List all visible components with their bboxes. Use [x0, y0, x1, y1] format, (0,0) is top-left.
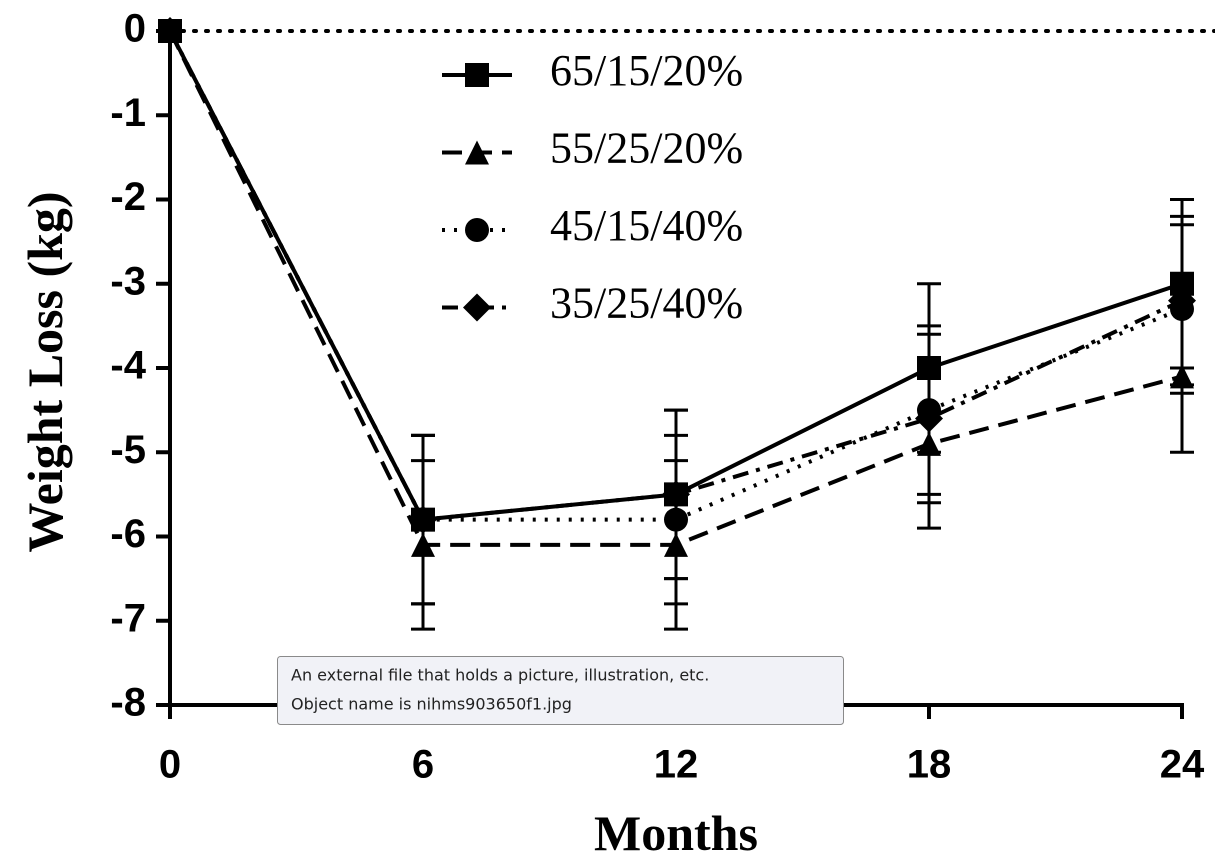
y-tick-label: -7	[110, 596, 146, 640]
marker	[465, 63, 489, 87]
y-tick-label: -6	[110, 512, 146, 556]
marker	[463, 293, 491, 322]
y-tick-label: -8	[110, 681, 146, 725]
tooltip-text: An external file that holds a picture, i…	[291, 666, 709, 685]
y-tick-label: -4	[110, 344, 146, 388]
y-tick-label: -5	[110, 428, 146, 472]
legend-label: 65/15/20%	[550, 46, 743, 95]
x-axis-label: Months	[594, 805, 758, 859]
legend-label: 45/15/40%	[550, 201, 743, 250]
y-axis-label: Weight Loss (kg)	[17, 191, 73, 552]
tooltip-text: Object name is nihms903650f1.jpg	[291, 695, 572, 714]
tooltip: An external file that holds a picture, i…	[277, 656, 844, 725]
marker	[156, 17, 184, 45]
marker	[915, 404, 943, 433]
x-tick-label: 6	[412, 743, 434, 787]
x-tick-label: 12	[654, 743, 699, 787]
legend-label: 55/25/20%	[550, 124, 743, 173]
y-tick-label: -2	[110, 175, 146, 219]
legend-label: 35/25/40%	[550, 279, 743, 328]
tooltip-box	[277, 656, 844, 725]
marker	[409, 505, 437, 534]
x-tick-label: 18	[907, 743, 952, 787]
marker	[1168, 286, 1196, 315]
x-tick-label: 24	[1160, 743, 1205, 787]
x-tick-label: 0	[159, 743, 181, 787]
y-tick-label: -1	[110, 91, 146, 135]
marker	[465, 140, 489, 165]
y-tick-label: -3	[110, 259, 146, 303]
y-tick-label: 0	[124, 7, 146, 51]
marker	[662, 480, 690, 509]
marker	[465, 218, 489, 242]
